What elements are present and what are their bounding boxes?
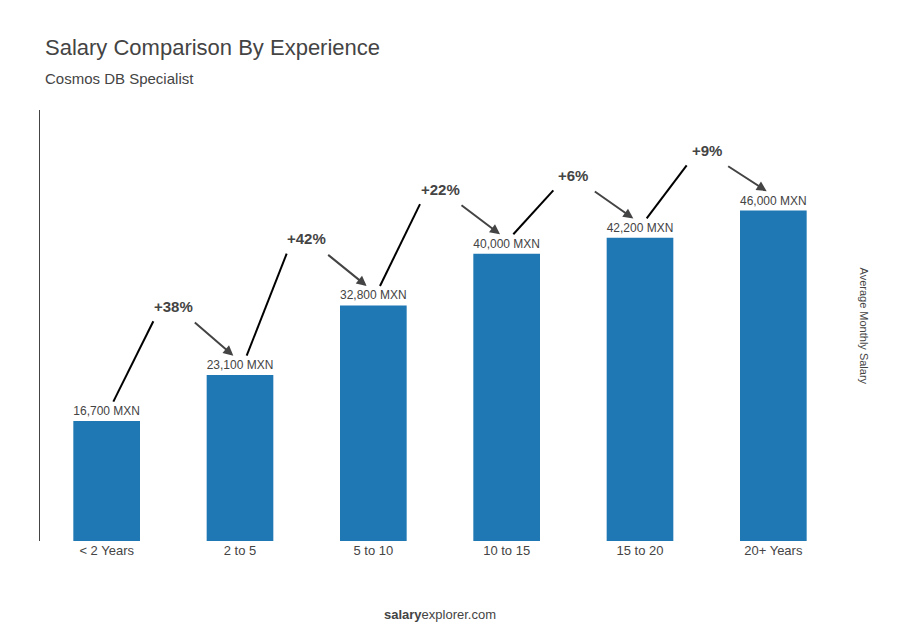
svg-text:20+ Years: 20+ Years <box>744 543 803 558</box>
svg-text:16,700 MXN: 16,700 MXN <box>73 404 140 418</box>
svg-text:+6%: +6% <box>558 167 588 184</box>
svg-text:+9%: +9% <box>692 142 722 159</box>
svg-text:42,200 MXN: 42,200 MXN <box>607 221 674 235</box>
svg-text:+42%: +42% <box>287 230 326 247</box>
svg-text:+38%: +38% <box>154 298 193 315</box>
svg-text:< 2 Years: < 2 Years <box>79 543 134 558</box>
svg-text:40,000 MXN: 40,000 MXN <box>473 237 540 251</box>
svg-text:46,000 MXN: 46,000 MXN <box>740 194 807 208</box>
svg-text:Average Monthly Salary: Average Monthly Salary <box>858 268 870 385</box>
svg-text:5 to 10: 5 to 10 <box>353 543 393 558</box>
svg-text:15 to 20: 15 to 20 <box>617 543 664 558</box>
svg-text:23,100 MXN: 23,100 MXN <box>207 358 274 372</box>
svg-text:2 to 5: 2 to 5 <box>224 543 257 558</box>
svg-text:32,800 MXN: 32,800 MXN <box>340 288 407 302</box>
svg-text:+22%: +22% <box>421 181 460 198</box>
svg-text:Salary Comparison By Experienc: Salary Comparison By Experience <box>45 35 380 60</box>
svg-text:10 to 15: 10 to 15 <box>483 543 530 558</box>
svg-text:salaryexplorer.com: salaryexplorer.com <box>384 607 496 622</box>
svg-text:Cosmos DB Specialist: Cosmos DB Specialist <box>45 70 194 87</box>
